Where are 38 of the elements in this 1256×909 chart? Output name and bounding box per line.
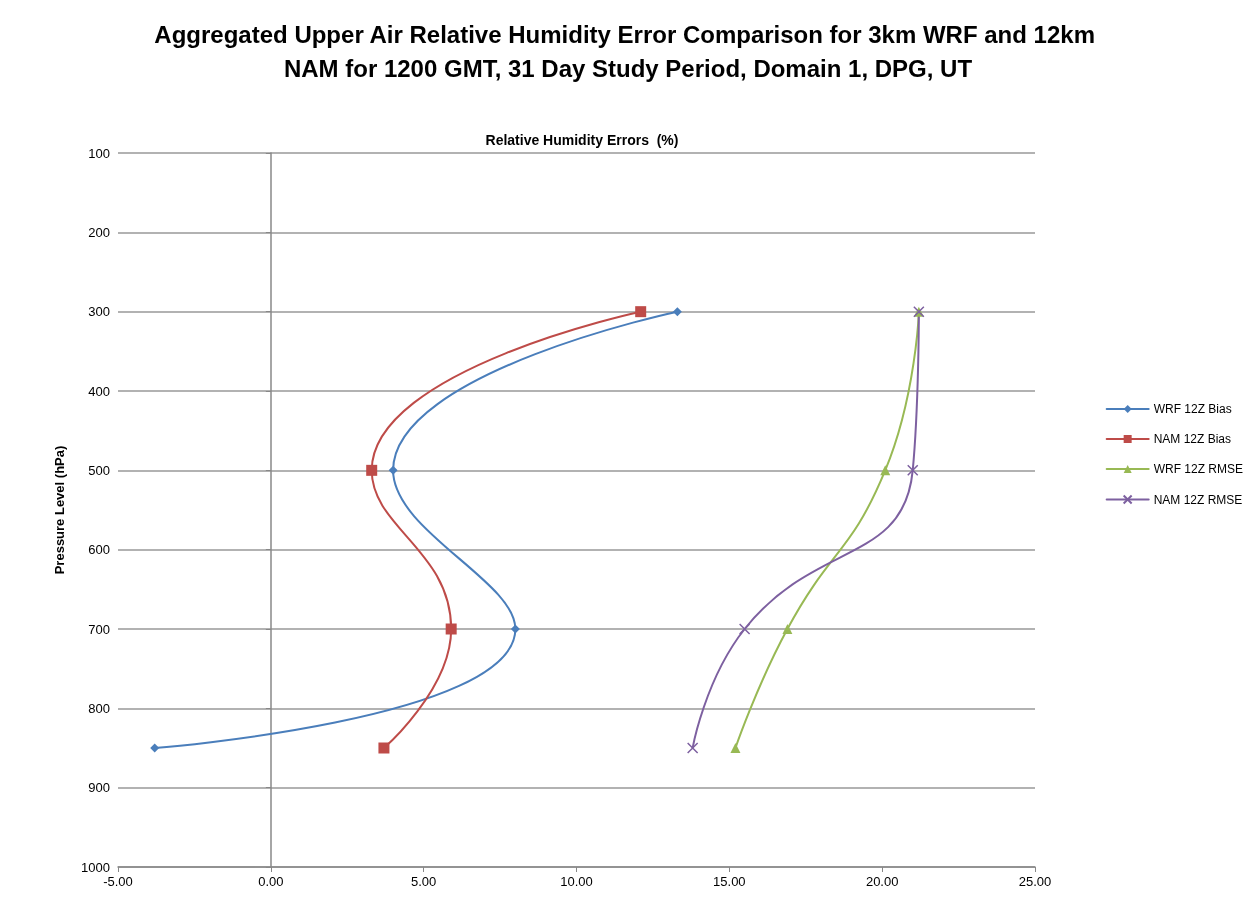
point — [672, 307, 682, 317]
legend-label: NAM 12Z Bias — [1153, 432, 1232, 446]
x-tick-label: 20.00 — [865, 874, 899, 889]
x-tick-label: 0.00 — [258, 874, 284, 889]
y-tick-label: 300 — [88, 304, 110, 320]
y-axis-title: Pressure Level (hPa) — [52, 445, 67, 575]
x-tick-label: -5.00 — [103, 874, 133, 889]
x-tick-label: 10.00 — [560, 874, 593, 889]
y-tick-label: 400 — [88, 383, 110, 399]
point — [366, 464, 378, 476]
point — [738, 623, 751, 635]
point — [880, 465, 891, 476]
point — [150, 743, 160, 753]
chart-title: Aggregated Upper Air Relative Humidity Error Comparison for 3km WRF and 12km NAM for 1200 GMT, 31 Day Study Period, Domain 1, DPG, UT — [154, 20, 1102, 82]
point — [730, 743, 741, 753]
point — [906, 464, 919, 477]
y-tick-label: 900 — [88, 780, 110, 796]
legend-label: WRF 12Z Bias — [1153, 402, 1232, 416]
y-tick-label: 700 — [88, 621, 110, 637]
point — [510, 624, 520, 634]
point — [388, 465, 398, 475]
y-tick-label: 600 — [88, 542, 110, 558]
x-tick-label: 15.00 — [713, 874, 746, 889]
point — [782, 624, 793, 634]
y-tick-label: 800 — [88, 700, 110, 716]
point — [445, 623, 457, 635]
y-tick-label: 500 — [88, 462, 110, 478]
point — [686, 742, 699, 754]
y-tick-label: 1000 — [81, 859, 110, 875]
point — [635, 306, 647, 318]
x-axis-title: Relative Humidity Errors (%) — [485, 132, 679, 148]
y-tick-label: 100 — [88, 145, 110, 161]
legend-label: NAM 12Z RMSE — [1153, 492, 1243, 507]
x-tick-label: 5.00 — [411, 874, 437, 889]
legend-label: WRF 12Z RMSE — [1153, 462, 1244, 476]
y-tick-label: 200 — [88, 224, 110, 240]
point — [378, 742, 390, 754]
x-tick-label: 25.00 — [1018, 874, 1052, 889]
